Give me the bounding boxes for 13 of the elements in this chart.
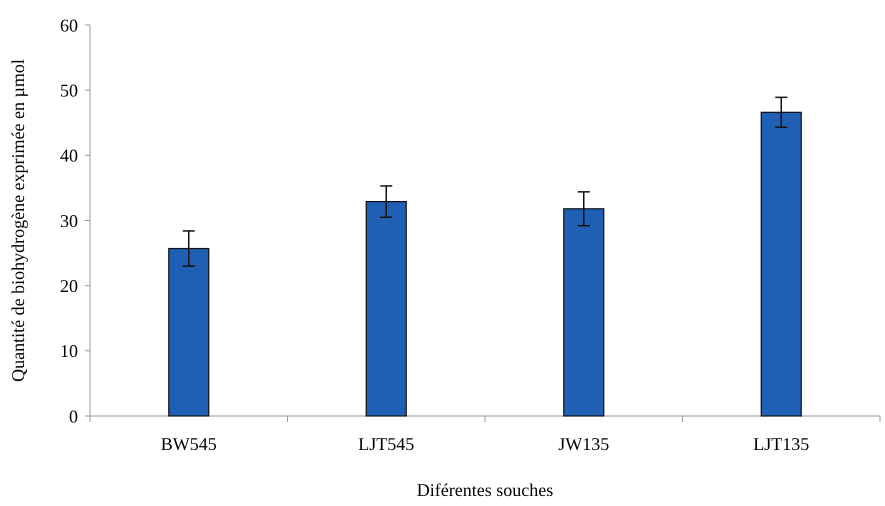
y-tick-label: 50: [60, 80, 78, 100]
y-tick-label: 30: [60, 210, 78, 231]
x-tick-label: JW135: [558, 434, 610, 454]
y-axis-title: Quantité de biohydrogène exprimée en µmol: [8, 59, 28, 382]
x-tick-label: LJT545: [358, 434, 414, 454]
y-tick-label: 0: [69, 406, 78, 426]
y-tick-label: 20: [60, 276, 78, 296]
x-tick-label: BW545: [160, 434, 217, 454]
x-tick-label: LJT135: [753, 434, 810, 454]
y-tick-label: 40: [60, 146, 78, 166]
y-tick-label: 60: [60, 15, 78, 36]
x-axis-title: Diférentes souches: [416, 480, 554, 500]
y-tick-label: 10: [60, 341, 78, 362]
